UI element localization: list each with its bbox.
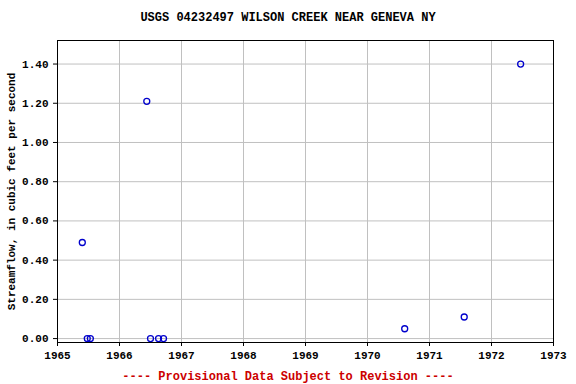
svg-text:1965: 1965	[44, 350, 71, 362]
html-text:---- Provisional Data Subject: ---- Provisional Data Subject to Revisio…	[122, 370, 454, 384]
svg-text:1973: 1973	[540, 350, 567, 362]
svg-text:1970: 1970	[354, 350, 380, 362]
svg-text:0.60: 0.60	[22, 215, 48, 227]
svg-text:1967: 1967	[168, 350, 194, 362]
svg-text:1971: 1971	[416, 350, 443, 362]
svg-text:1966: 1966	[106, 350, 132, 362]
svg-text:0.80: 0.80	[22, 176, 48, 188]
svg-text:Streamflow, in cubic feet per: Streamflow, in cubic feet per second	[6, 73, 18, 311]
svg-text:0.20: 0.20	[22, 294, 48, 306]
svg-text:1.20: 1.20	[22, 98, 48, 110]
svg-text:1.40: 1.40	[22, 59, 48, 71]
svg-text:1972: 1972	[478, 350, 504, 362]
html-text:USGS 04232497 WILSON CREEK NEA: USGS 04232497 WILSON CREEK NEAR GENEVA N…	[140, 11, 436, 25]
svg-text:1968: 1968	[230, 350, 257, 362]
svg-text:0.40: 0.40	[22, 255, 48, 267]
svg-text:1.00: 1.00	[22, 137, 48, 149]
svg-text:0.00: 0.00	[22, 333, 48, 345]
svg-text:1969: 1969	[292, 350, 318, 362]
